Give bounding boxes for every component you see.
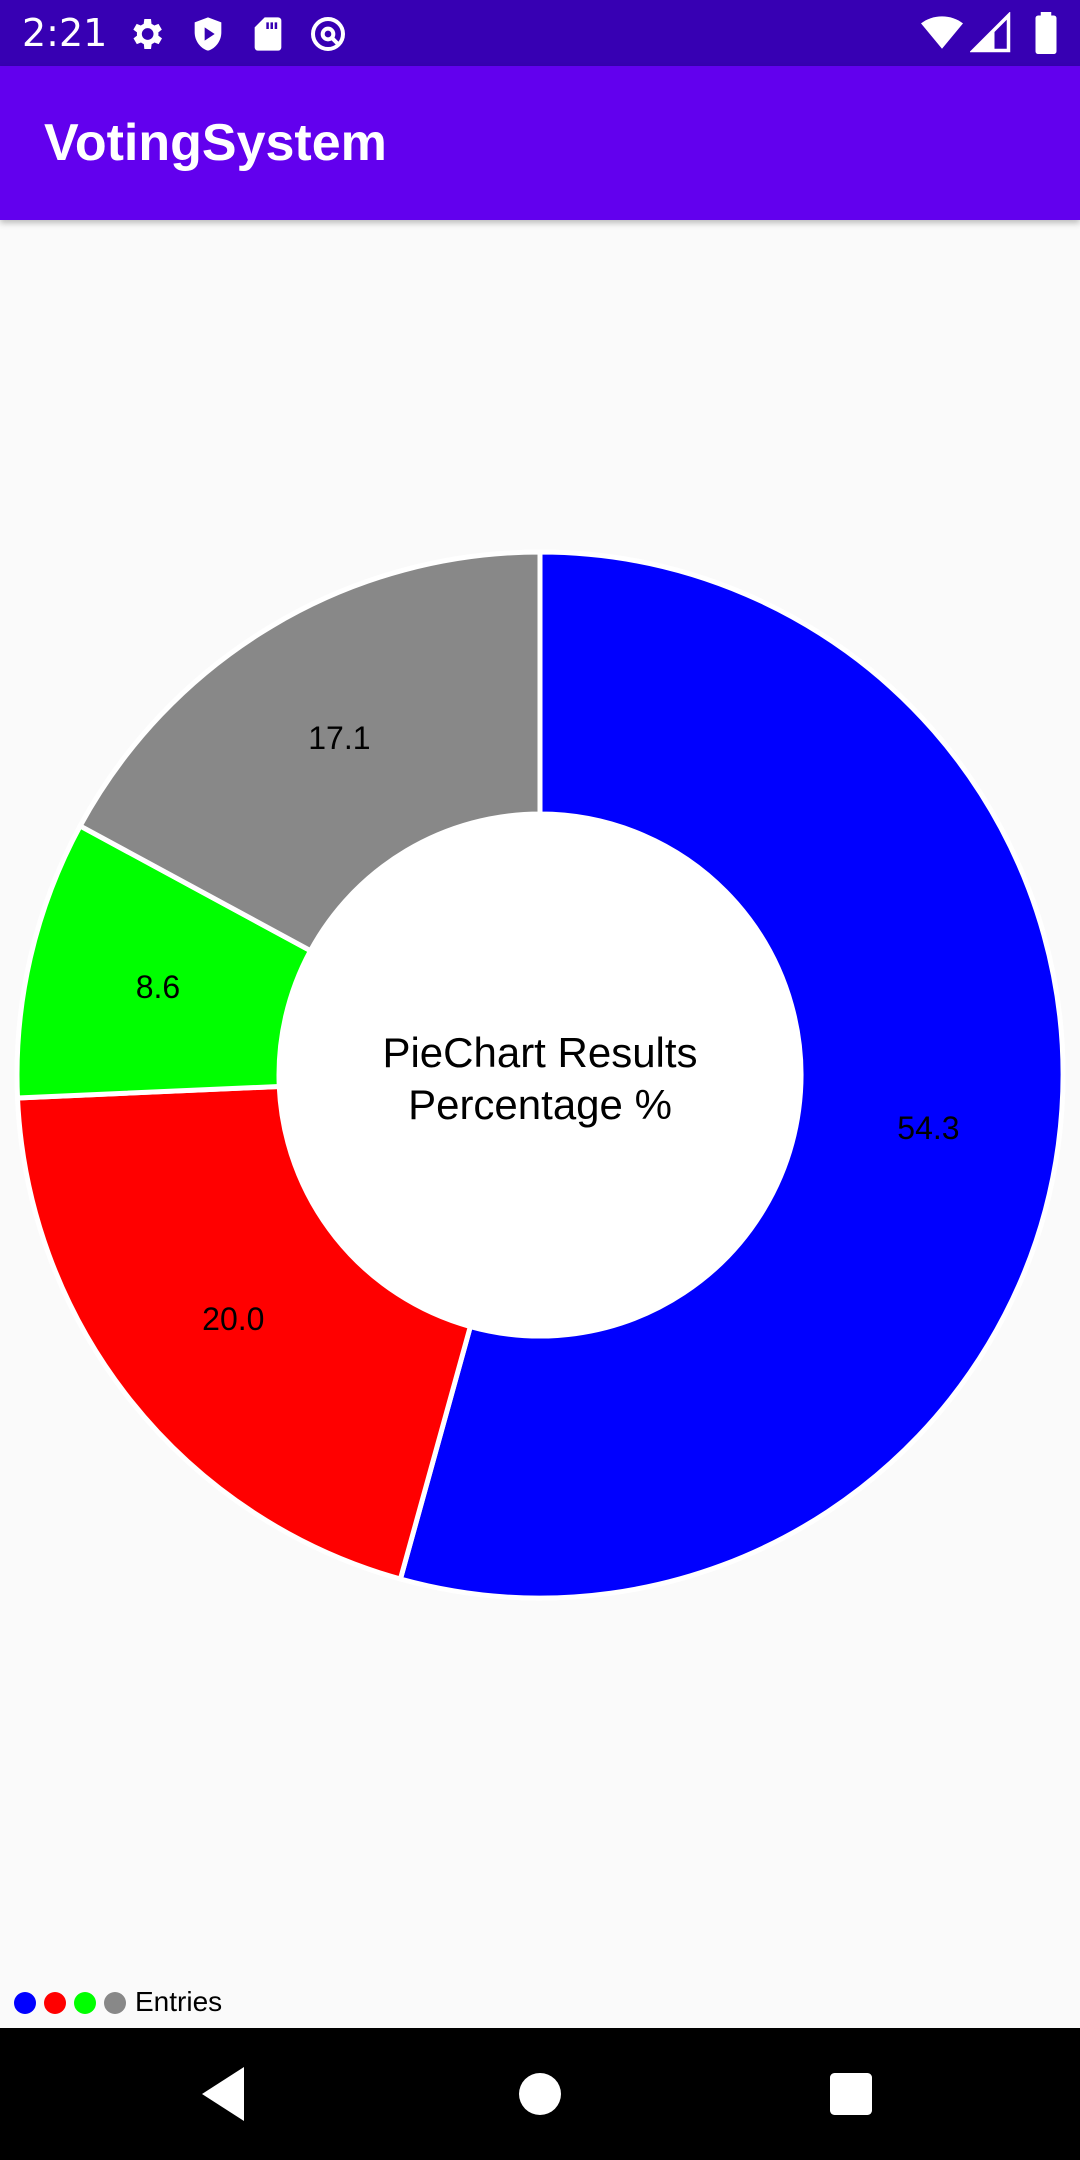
slice-value-label: 20.0 [202,1301,264,1337]
legend-dot [44,1992,66,2014]
pie-chart[interactable]: 54.3 20.0 8.6 17.1 PieChart Results Percentag… [0,220,1080,2028]
legend-dot [14,1992,36,2014]
legend-dot [74,1992,96,2014]
status-bar: 2:21 [0,0,1080,66]
home-icon[interactable] [504,2058,576,2130]
center-text-line: Percentage % [408,1081,672,1128]
sd-card-icon [254,17,282,51]
recents-icon[interactable] [815,2058,887,2130]
legend-dot [104,1992,126,2014]
status-time: 2:21 [22,11,108,55]
center-text-line: PieChart Results [382,1029,697,1076]
cell-signal-icon [970,12,1011,53]
back-icon[interactable] [190,2058,262,2130]
navigation-bar [0,2028,1080,2160]
slice-value-label: 17.1 [308,720,370,756]
shield-play-icon [194,17,222,51]
slice-value-label: 54.3 [897,1110,959,1146]
slice-value-label: 8.6 [136,969,180,1005]
battery-icon [1035,12,1057,54]
at-sign-icon [311,17,345,51]
donut-hole [279,814,801,1336]
gear-icon [133,19,162,49]
app-title: VotingSystem [44,114,387,172]
wifi-icon [921,16,963,49]
pie-chart-area[interactable]: 54.3 20.0 8.6 17.1 PieChart Results Percentag… [0,220,1080,2028]
app-bar: VotingSystem [0,66,1080,220]
status-icons-right [920,12,1080,54]
legend-label: Entries [135,1986,223,2017]
